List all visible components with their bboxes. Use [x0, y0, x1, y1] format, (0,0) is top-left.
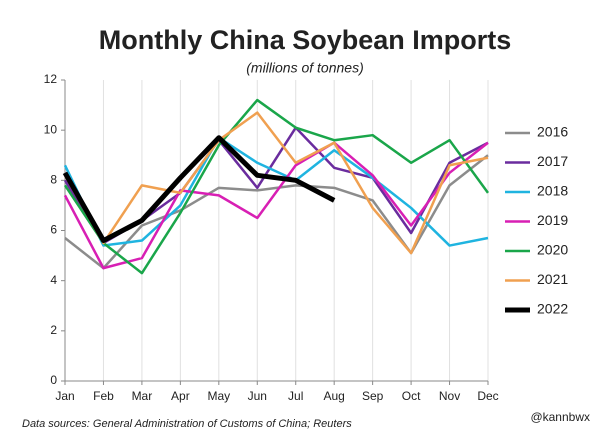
- legend-label: 2018: [537, 183, 568, 199]
- x-tick-label: Oct: [402, 389, 421, 403]
- legend-label: 2020: [537, 242, 568, 258]
- x-tick-label: Mar: [132, 389, 153, 403]
- series-line: [63, 136, 489, 247]
- legend-label: 2017: [537, 153, 568, 169]
- series-line: [64, 154, 489, 270]
- chart-title: Monthly China Soybean Imports: [99, 25, 512, 55]
- y-tick-label: 4: [50, 273, 57, 287]
- legend-label: 2016: [537, 124, 568, 140]
- y-tick-label: 10: [44, 122, 58, 136]
- series-line: [63, 141, 489, 270]
- chart-subtitle: (millions of tonnes): [246, 60, 364, 76]
- series-line: [62, 135, 336, 244]
- y-tick-label: 0: [50, 373, 57, 387]
- x-tick-label: Dec: [477, 389, 498, 403]
- x-tick-label: Sep: [362, 389, 384, 403]
- x-tick-label: Jul: [288, 389, 303, 403]
- x-tick-label: Jun: [248, 389, 267, 403]
- legend-label: 2022: [537, 301, 568, 317]
- legend-label: 2021: [537, 271, 568, 287]
- y-tick-label: 12: [44, 72, 58, 86]
- legend-label: 2019: [537, 212, 568, 228]
- y-tick-label: 2: [50, 323, 57, 337]
- x-tick-label: Nov: [439, 389, 460, 403]
- series-line: [63, 98, 490, 275]
- x-tick-label: Feb: [93, 389, 114, 403]
- credit: @kannbwx: [530, 410, 590, 424]
- x-tick-label: Jan: [55, 389, 74, 403]
- x-tick-label: Aug: [324, 389, 345, 403]
- source-note: Data sources: General Administration of …: [22, 418, 352, 430]
- y-tick-label: 8: [50, 173, 57, 187]
- x-tick-label: May: [207, 389, 230, 403]
- x-tick-label: Apr: [171, 389, 190, 403]
- y-tick-label: 6: [50, 223, 57, 237]
- series-line: [63, 111, 489, 255]
